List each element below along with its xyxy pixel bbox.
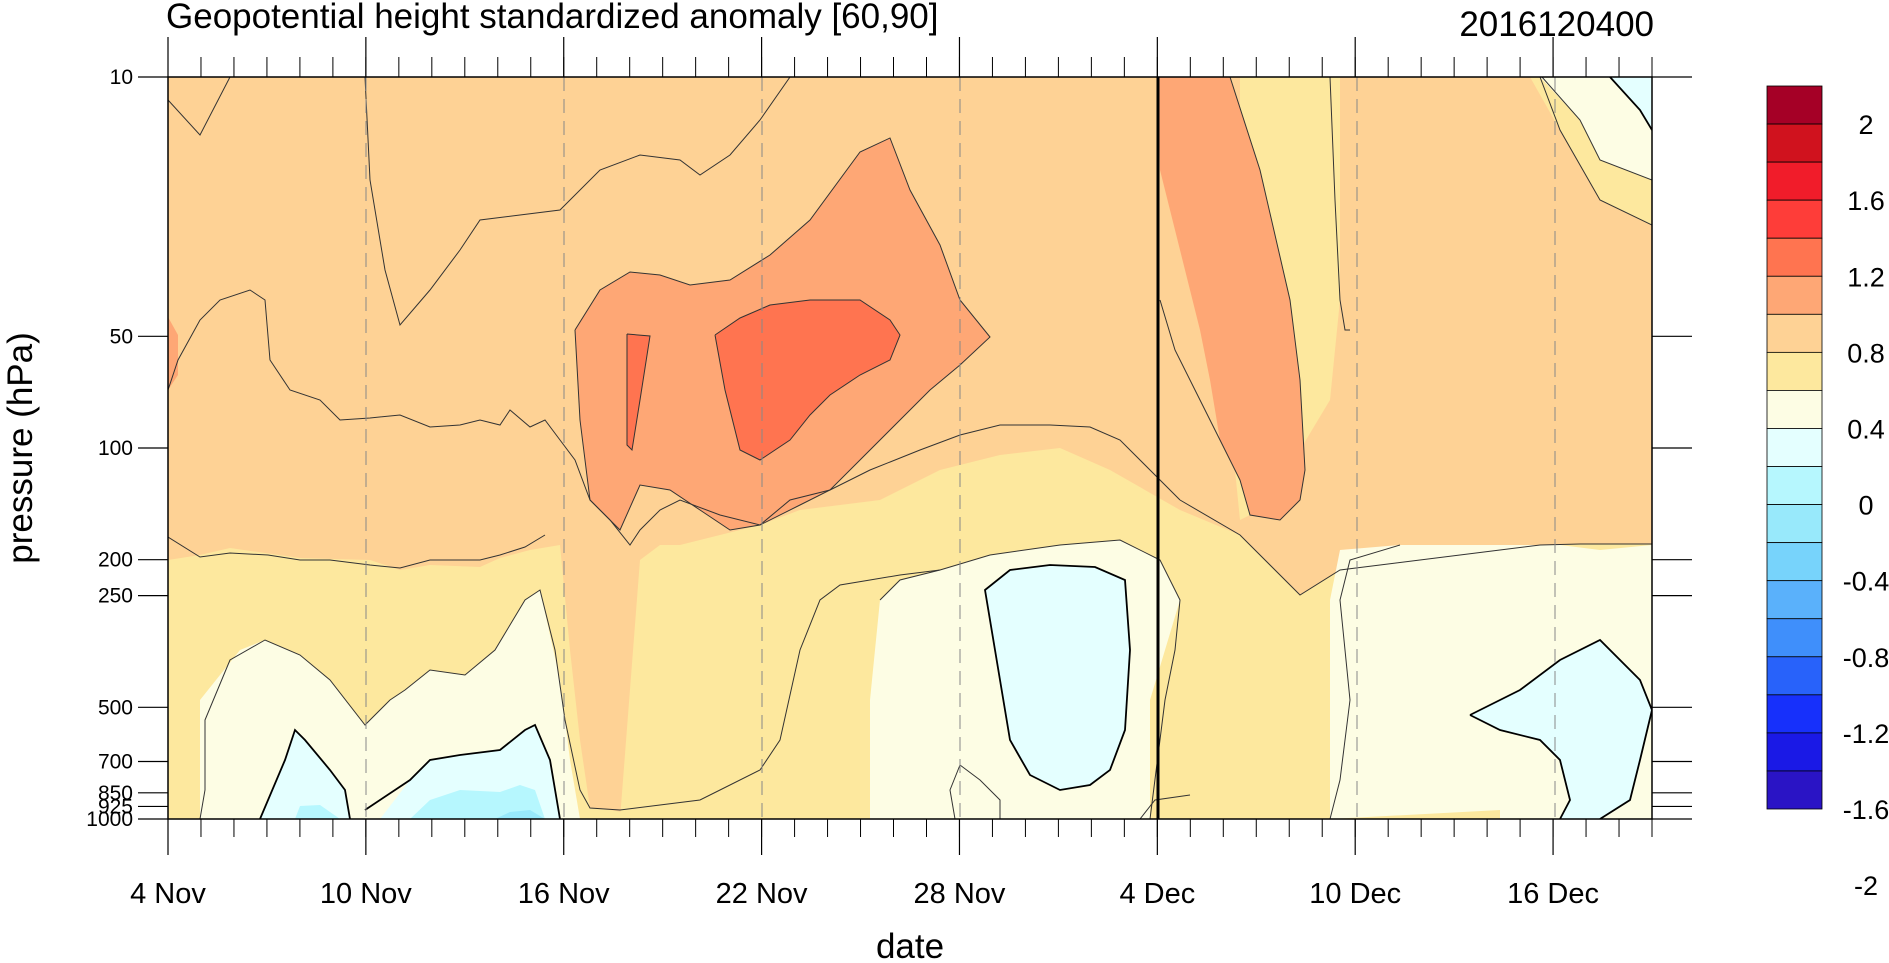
colorbar-label: -0.4 <box>1843 567 1889 597</box>
colorbar-label: -0.8 <box>1843 643 1889 673</box>
colorbar-swatch <box>1766 85 1823 125</box>
contour-lines-bold <box>259 77 1652 819</box>
contour-fill <box>168 77 1652 819</box>
y-tick-label: 700 <box>98 751 133 774</box>
colorbar-swatch <box>1766 237 1823 277</box>
region-00-04-topright <box>1330 77 1652 225</box>
x-tick-label: 4 Nov <box>130 878 206 910</box>
region-neg-right <box>1470 640 1652 819</box>
colorbar-label: 0.8 <box>1847 338 1885 368</box>
region-0-pos-topright <box>1540 77 1652 180</box>
colorbar-label: 0 <box>1858 491 1873 521</box>
x-tick-label: 4 Dec <box>1119 878 1195 910</box>
colorbar-swatch <box>1766 428 1823 467</box>
colorbar-label: -2 <box>1854 871 1878 901</box>
region-08-12-right <box>1158 77 1305 520</box>
colorbar-swatch <box>1766 504 1823 544</box>
region-neg-left <box>260 730 350 819</box>
colorbar-swatch <box>1766 542 1823 582</box>
colorbar-label: 1.6 <box>1847 186 1885 216</box>
y-tick-label: 850 <box>98 782 133 805</box>
colorbar-swatch <box>1766 694 1823 734</box>
x-tick-label: 16 Nov <box>518 878 610 910</box>
colorbar-swatch <box>1766 618 1823 658</box>
region-12-16-main <box>715 300 900 460</box>
colorbar-label: 1.2 <box>1847 262 1885 292</box>
colorbar-swatch <box>1766 199 1823 239</box>
y-tick-label: 500 <box>98 696 133 719</box>
region-neg04-left <box>295 805 340 819</box>
y-tick-label: 250 <box>98 585 133 608</box>
x-tick-label: 10 Dec <box>1309 878 1401 910</box>
region-neg-center <box>985 565 1130 790</box>
colorbar-swatch <box>1766 466 1823 505</box>
x-tick-label: 10 Nov <box>320 878 412 910</box>
date-gridlines <box>365 77 1556 819</box>
y-tick-label: 200 <box>98 549 133 572</box>
colorbar-swatch <box>1766 732 1823 772</box>
region-neg08-left <box>495 810 545 819</box>
colorbar-swatch <box>1766 770 1823 810</box>
region-neg04-left2 <box>410 785 545 819</box>
chart-date-stamp: 2016120400 <box>1459 5 1654 44</box>
y-tick-label: 10 <box>110 66 133 89</box>
colorbar-swatch <box>1766 656 1823 696</box>
region-12-16-small <box>627 334 650 450</box>
x-axis: 4 Nov 10 Nov 16 Nov 22 Nov 28 Nov 4 Dec 10 Dec… <box>130 37 1599 910</box>
colorbar-swatch <box>1766 275 1823 315</box>
colorbar-label: -1.6 <box>1843 795 1889 825</box>
x-tick-label: 22 Nov <box>716 878 808 910</box>
y-tick-label: 100 <box>98 437 133 460</box>
colorbar-swatch <box>1766 313 1823 353</box>
y-axis-label: pressure (hPa) <box>1 332 40 563</box>
colorbar-label: 2 <box>1858 110 1873 140</box>
colorbar-label: 0.4 <box>1847 414 1885 444</box>
colorbar-swatch <box>1766 580 1823 620</box>
y-tick-label: 925 <box>98 795 133 818</box>
x-axis-label: date <box>876 927 944 963</box>
colorbar: 2 1.6 1.2 0.8 0.4 0 -0.4 -0.8 -1.2 -1.6 -2 <box>1766 85 1889 901</box>
contour-lines <box>168 77 1652 819</box>
y-tick-label: 50 <box>110 325 133 348</box>
colorbar-label: -1.2 <box>1843 719 1889 749</box>
x-tick-label: 16 Dec <box>1507 878 1599 910</box>
colorbar-swatch <box>1766 351 1823 391</box>
colorbar-swatch <box>1766 390 1823 429</box>
region-neg-topright <box>1610 77 1652 130</box>
x-tick-label: 28 Nov <box>914 878 1006 910</box>
colorbar-swatch <box>1766 161 1823 201</box>
region-08-12-left-sliver <box>168 317 178 390</box>
colorbar-swatch <box>1766 123 1823 163</box>
y-tick-label: 1000 <box>86 808 133 831</box>
chart-title: Geopotential height standardized anomaly… <box>166 0 938 36</box>
